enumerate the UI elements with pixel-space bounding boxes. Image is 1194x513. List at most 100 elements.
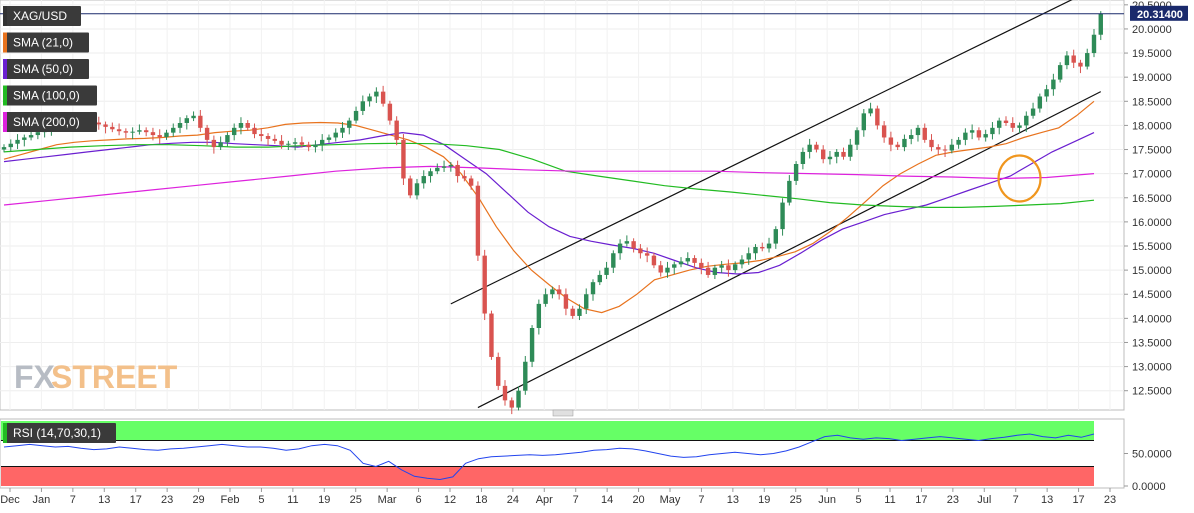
legend-item[interactable]: SMA (200,0) [3, 112, 97, 132]
candle-body [644, 253, 650, 256]
candle-body [807, 144, 812, 152]
sma-line-4 [3, 165, 1095, 206]
panel-resize-handle[interactable] [552, 409, 574, 417]
x-tick-label: Feb [221, 494, 240, 506]
legend-item[interactable]: XAG/USD [3, 6, 81, 26]
candle-body [231, 127, 237, 136]
candle-body [380, 91, 386, 104]
candle-body [665, 267, 670, 273]
x-tick-label: 11 [287, 494, 298, 506]
candle-body [164, 132, 169, 137]
rsi-axis: 50.0000 0.0000 [1124, 449, 1172, 493]
candle-body [726, 265, 731, 271]
candle-body [617, 243, 623, 254]
x-tick-label: 29 [192, 494, 204, 506]
candle-body [171, 127, 176, 133]
candle-body [746, 253, 751, 260]
candle-body [28, 135, 34, 138]
candle-body [956, 139, 961, 145]
candle-body [827, 156, 833, 160]
candle-body [1010, 123, 1015, 128]
rsi-tick-label: 0.0000 [1132, 481, 1166, 493]
y-tick-label: 19.0000 [1132, 72, 1172, 84]
legend-label: XAG/USD [13, 9, 67, 23]
candle-body [780, 202, 785, 230]
x-tick-label: 19 [758, 494, 770, 506]
candle-body [408, 178, 413, 196]
candle-body [543, 294, 548, 304]
x-tick-label: 7 [1013, 494, 1019, 506]
y-tick-label: 12.5000 [1132, 386, 1172, 398]
legend-swatch [3, 85, 7, 106]
candle-body [929, 139, 934, 148]
legend-item[interactable]: SMA (100,0) [3, 85, 97, 106]
candle-body [732, 264, 738, 271]
rsi-tick-label: 50.0000 [1132, 449, 1172, 461]
y-tick-label: 19.5000 [1132, 48, 1172, 60]
x-tick-label: Apr [536, 494, 553, 506]
candle-body [888, 137, 894, 145]
candle-body [820, 149, 826, 160]
y-tick-label: 14.5000 [1132, 289, 1172, 301]
candle-body [204, 127, 210, 140]
x-tick-label: 17 [1072, 494, 1084, 506]
candle-body [1024, 115, 1029, 126]
candle-body [760, 246, 765, 249]
candle-body [225, 135, 230, 143]
candle-body [787, 180, 792, 203]
candle-body [360, 101, 366, 111]
candle-body [475, 185, 481, 256]
candle-body [563, 294, 569, 309]
candle-body [286, 143, 291, 145]
candle-body [658, 265, 663, 273]
candle-body [116, 129, 122, 132]
candle-body [272, 138, 278, 141]
candle-body [1057, 65, 1063, 80]
candle-body [319, 139, 325, 145]
x-tick-label: 12 [444, 494, 456, 506]
legend-item[interactable]: SMA (21,0) [3, 32, 89, 53]
watermark-street: STREET [51, 359, 178, 395]
candle-body [577, 308, 582, 316]
sma-line-1 [3, 100, 1095, 314]
candle-body [1064, 55, 1070, 66]
x-tick-label: Jul [977, 494, 991, 506]
candle-body [374, 91, 379, 97]
y-tick-label: 14.0000 [1132, 313, 1172, 325]
candle-body [963, 132, 968, 140]
x-tick-label: Mar [378, 494, 397, 506]
channel-upper-line [450, 0, 1073, 305]
candle-body [489, 313, 494, 357]
y-tick-label: 16.0000 [1132, 217, 1172, 229]
legend-label: SMA (21,0) [13, 36, 73, 50]
candle-body [936, 147, 941, 150]
highlight-circle [997, 154, 1042, 203]
x-tick-label: 13 [98, 494, 110, 506]
candle-body [496, 356, 501, 386]
candle-body [678, 261, 684, 265]
candle-body [211, 139, 217, 148]
candle-body [455, 164, 460, 177]
candle-body [198, 115, 203, 128]
candle-body [631, 241, 636, 249]
candle-body [340, 127, 345, 133]
candle-body [1030, 108, 1036, 116]
candle-body [482, 255, 487, 314]
x-tick-label: 19 [318, 494, 330, 506]
legend-box [3, 59, 89, 79]
x-tick-label: 23 [1104, 494, 1116, 506]
candle-body [705, 267, 711, 275]
candle-body [529, 328, 535, 362]
x-tick-label: 25 [350, 494, 362, 506]
rsi-label-box: RSI (14,70,30,1) [3, 423, 116, 443]
legend-swatch [3, 59, 7, 79]
candle-body [976, 130, 982, 138]
y-tick-label: 13.0000 [1132, 362, 1172, 374]
candle-body [949, 144, 955, 151]
legend-swatch [3, 6, 7, 26]
candle-body [401, 139, 406, 179]
legend-item[interactable]: SMA (50,0) [3, 59, 89, 79]
candle-body [793, 164, 799, 181]
candle-body [834, 151, 839, 157]
